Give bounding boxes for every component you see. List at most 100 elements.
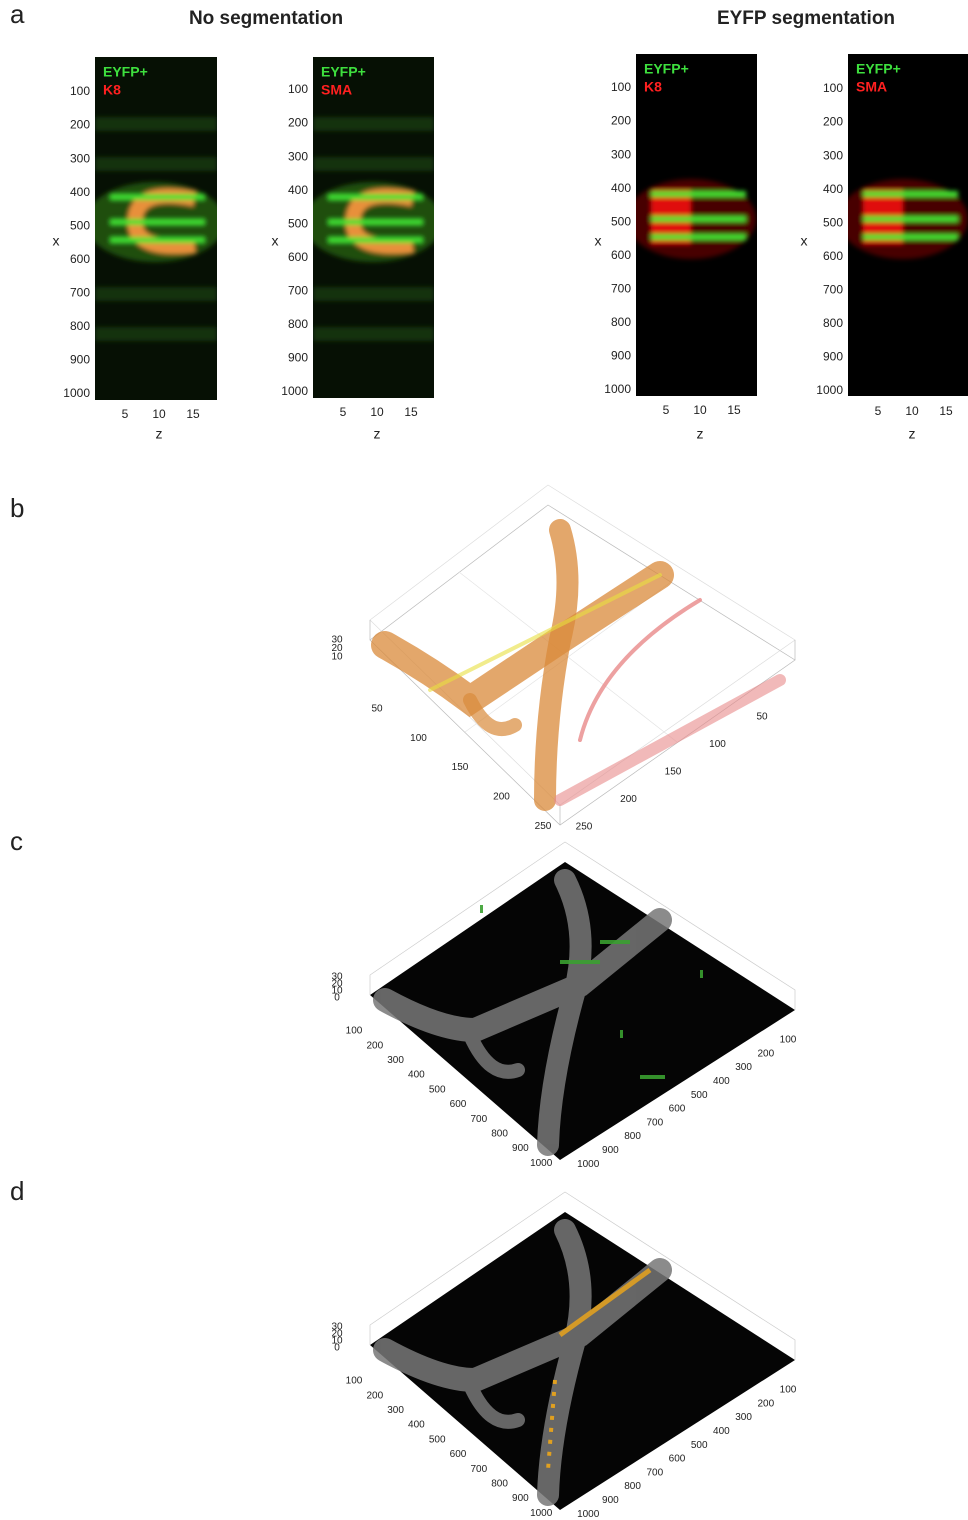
signal-green bbox=[863, 191, 958, 197]
x-tick-label: 400 bbox=[408, 1070, 425, 1081]
x-tick-label: 700 bbox=[70, 286, 90, 300]
image bbox=[85, 57, 225, 400]
x-tick-label: 500 bbox=[823, 215, 843, 229]
x-tick-label: 800 bbox=[491, 1479, 508, 1490]
x-tick-label: 900 bbox=[512, 1493, 529, 1504]
y-tick-label: 600 bbox=[669, 1454, 686, 1465]
panel-label: d bbox=[10, 1176, 24, 1206]
haze bbox=[313, 327, 434, 341]
y-tick-label: 200 bbox=[620, 794, 637, 805]
x-tick-label: 900 bbox=[288, 351, 308, 365]
x-tick-label: 1000 bbox=[530, 1508, 553, 1519]
y-tick-label: 900 bbox=[602, 1495, 619, 1506]
legend-entry: EYFP+ bbox=[856, 61, 901, 77]
legend-entry: K8 bbox=[103, 82, 121, 98]
x-tick-label: 1000 bbox=[816, 383, 843, 397]
y-tick-label: 500 bbox=[691, 1440, 708, 1451]
x-tick-label: 500 bbox=[429, 1084, 446, 1095]
legend-entry: EYFP+ bbox=[321, 64, 366, 80]
panel-label: c bbox=[10, 826, 23, 856]
image bbox=[838, 54, 968, 396]
axis-label: z bbox=[697, 426, 704, 442]
image-panel bbox=[303, 57, 443, 398]
z-tick-label: 10 bbox=[693, 403, 707, 417]
x-tick-label: 500 bbox=[288, 216, 308, 230]
signal-green bbox=[328, 237, 423, 243]
signal-green bbox=[110, 237, 205, 243]
haze bbox=[313, 117, 434, 131]
x-tick-label: 300 bbox=[70, 151, 90, 165]
signal-green bbox=[863, 234, 958, 240]
axis-label: x bbox=[595, 233, 602, 249]
x-tick-label: 800 bbox=[288, 317, 308, 331]
x-tick-label: 900 bbox=[611, 349, 631, 363]
legend-entry: SMA bbox=[321, 82, 352, 98]
image bbox=[626, 54, 757, 396]
signal-green bbox=[110, 194, 205, 200]
x-tick-label: 300 bbox=[387, 1055, 404, 1066]
axis-label: z bbox=[909, 426, 916, 442]
z-tick-label: 15 bbox=[939, 404, 953, 418]
x-tick-label: 100 bbox=[70, 84, 90, 98]
haze bbox=[95, 287, 217, 301]
z-tick-label: 15 bbox=[727, 403, 741, 417]
x-tick-label: 300 bbox=[611, 147, 631, 161]
y-tick-label: 200 bbox=[757, 1048, 774, 1059]
x-tick-label: 100 bbox=[346, 1026, 363, 1037]
z-tick-label: 0 bbox=[334, 993, 340, 1004]
z-tick-label: 5 bbox=[122, 407, 129, 421]
y-tick-label: 300 bbox=[735, 1062, 752, 1073]
haze bbox=[95, 117, 217, 131]
x-tick-label: 100 bbox=[823, 81, 843, 95]
render-3d bbox=[370, 842, 795, 1160]
z-tick-label: 10 bbox=[905, 404, 919, 418]
x-tick-label: 600 bbox=[450, 1099, 467, 1110]
image-panel bbox=[85, 57, 225, 400]
x-tick-label: 250 bbox=[535, 821, 552, 832]
x-tick-label: 800 bbox=[823, 316, 843, 330]
x-tick-label: 700 bbox=[611, 282, 631, 296]
x-tick-label: 50 bbox=[371, 704, 383, 715]
x-tick-label: 200 bbox=[823, 115, 843, 129]
x-tick-label: 700 bbox=[470, 1464, 487, 1475]
y-tick-label: 900 bbox=[602, 1145, 619, 1156]
x-tick-label: 300 bbox=[288, 149, 308, 163]
x-tick-label: 400 bbox=[611, 181, 631, 195]
axis-label: x bbox=[272, 233, 279, 249]
haze bbox=[313, 157, 434, 171]
x-tick-label: 300 bbox=[823, 148, 843, 162]
y-tick-label: 700 bbox=[646, 1117, 663, 1128]
y-tick-label: 250 bbox=[576, 822, 593, 833]
axis-label: x bbox=[53, 233, 60, 249]
page: a b c d No segmentation EYFP segmentatio… bbox=[0, 0, 968, 1520]
render-3d bbox=[370, 485, 795, 825]
x-tick-label: 300 bbox=[387, 1405, 404, 1416]
y-tick-label: 50 bbox=[756, 712, 768, 723]
image bbox=[303, 57, 443, 398]
legend-entry: SMA bbox=[856, 79, 887, 95]
y-tick-label: 200 bbox=[757, 1398, 774, 1409]
signal-green bbox=[328, 219, 423, 225]
z-tick-label: 15 bbox=[404, 405, 418, 419]
x-tick-label: 600 bbox=[288, 250, 308, 264]
image-panel bbox=[838, 54, 968, 396]
y-tick-label: 800 bbox=[624, 1131, 641, 1142]
figure: a b c d No segmentation EYFP segmentatio… bbox=[0, 0, 968, 1520]
panel-label: a bbox=[10, 0, 25, 29]
x-tick-label: 150 bbox=[452, 762, 469, 773]
z-tick-label: 10 bbox=[370, 405, 384, 419]
x-tick-label: 1000 bbox=[63, 386, 90, 400]
x-tick-label: 100 bbox=[346, 1376, 363, 1387]
z-tick-label: 15 bbox=[186, 407, 200, 421]
x-tick-label: 100 bbox=[410, 733, 427, 744]
x-tick-label: 700 bbox=[288, 284, 308, 298]
haze bbox=[95, 327, 217, 341]
z-tick-label: 5 bbox=[340, 405, 347, 419]
x-tick-label: 600 bbox=[611, 248, 631, 262]
x-tick-label: 1000 bbox=[530, 1158, 553, 1169]
x-tick-label: 100 bbox=[611, 80, 631, 94]
x-tick-label: 800 bbox=[611, 315, 631, 329]
signal-green bbox=[651, 191, 746, 197]
x-tick-label: 800 bbox=[70, 319, 90, 333]
x-tick-label: 200 bbox=[288, 116, 308, 130]
